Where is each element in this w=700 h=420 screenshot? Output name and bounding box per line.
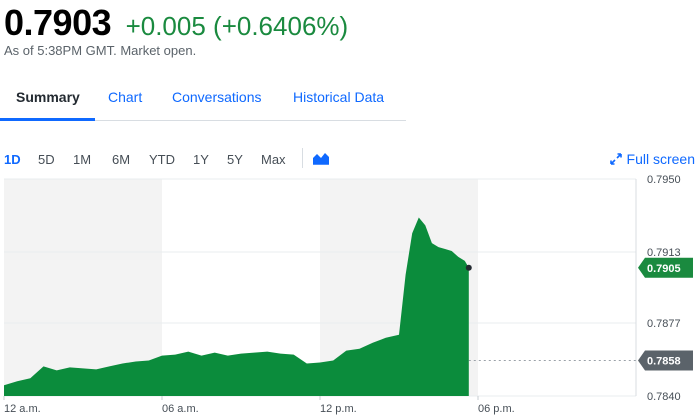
range-1y[interactable]: 1Y <box>193 152 209 167</box>
y-tick-label-0: 0.7950 <box>647 175 681 186</box>
tab-summary[interactable]: Summary <box>16 89 80 105</box>
price-tags: 0.7905 0.7858 <box>638 257 693 371</box>
x-tick-label-2: 12 p.m. <box>320 403 357 415</box>
y-tick-label-2: 0.7877 <box>647 318 681 330</box>
x-axis: 12 a.m. 06 a.m. 12 p.m. 06 p.m. <box>3 396 515 415</box>
market-status-text: As of 5:38PM GMT. Market open. <box>4 43 197 58</box>
range-6m[interactable]: 6M <box>112 152 131 167</box>
tab-chart[interactable]: Chart <box>108 89 143 105</box>
mountain-chart-icon[interactable] <box>312 151 330 165</box>
y-tick-label-1: 0.7913 <box>647 247 681 259</box>
active-tab-indicator <box>0 118 95 121</box>
current-price: 0.7903 <box>4 2 112 43</box>
range-divider <box>302 148 303 168</box>
x-tick-label-3: 06 p.m. <box>478 403 515 415</box>
fullscreen-label: Full screen <box>626 151 695 167</box>
range-1m[interactable]: 1M <box>73 152 92 167</box>
price-change: +0.005 (+0.6406%) <box>125 11 349 41</box>
price-area-series <box>4 217 469 396</box>
x-tick-label-1: 06 a.m. <box>162 403 199 415</box>
y-tick-label-3: 0.7840 <box>647 391 681 403</box>
current-price-tag: 0.7905 <box>638 257 693 278</box>
quote-header: 0.7903 +0.005 (+0.6406%) <box>4 2 349 43</box>
tab-historical-data[interactable]: Historical Data <box>293 89 385 105</box>
range-1d[interactable]: 1D <box>4 152 21 167</box>
current-price-tag-text: 0.7905 <box>647 263 681 275</box>
y-axis: 0.7950 0.7913 0.7877 0.7840 <box>647 175 681 403</box>
session-shade-0 <box>4 179 162 396</box>
expand-arrows-icon <box>609 153 622 165</box>
quote-tabs: Summary Chart Conversations Historical D… <box>0 80 406 124</box>
fullscreen-button[interactable]: Full screen <box>609 151 695 167</box>
x-tick-label-0: 12 a.m. <box>4 403 41 415</box>
tab-conversations[interactable]: Conversations <box>172 89 262 105</box>
range-5d[interactable]: 5D <box>38 152 55 167</box>
range-max[interactable]: Max <box>261 152 286 167</box>
previous-close-tag-text: 0.7858 <box>647 355 681 367</box>
range-ytd[interactable]: YTD <box>149 152 175 167</box>
previous-close-tag: 0.7858 <box>638 350 693 371</box>
previous-close-tag-shape <box>638 350 693 371</box>
last-price-marker <box>465 264 472 271</box>
tabs-divider <box>95 120 406 121</box>
range-5y[interactable]: 5Y <box>227 152 243 167</box>
current-price-tag-shape <box>638 257 693 278</box>
